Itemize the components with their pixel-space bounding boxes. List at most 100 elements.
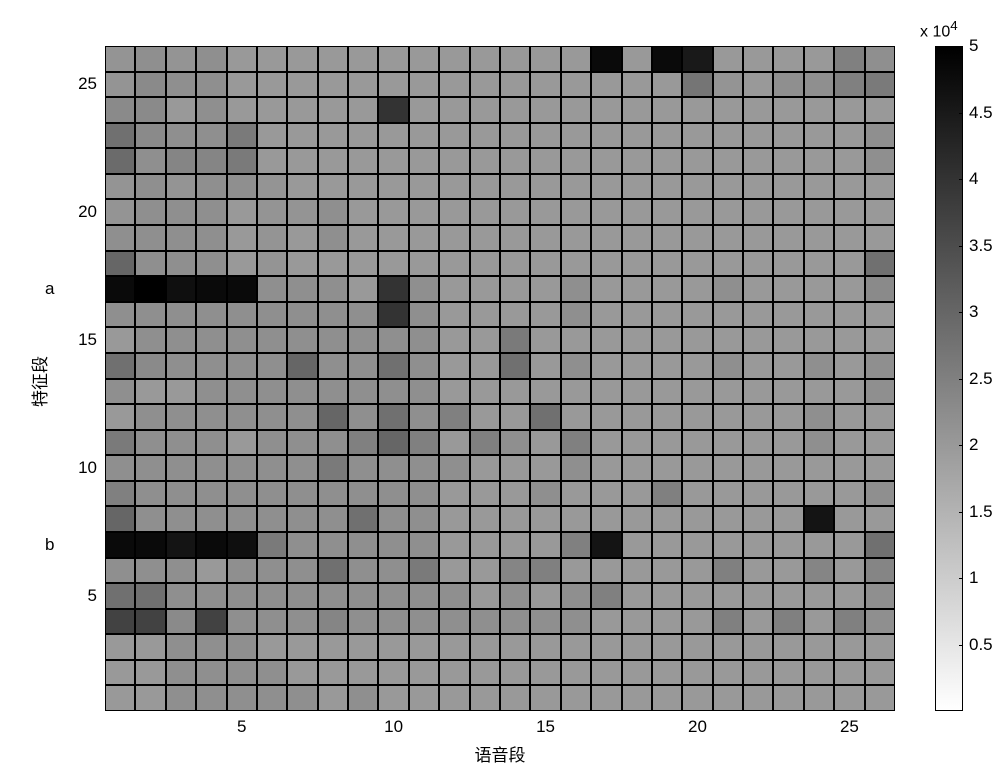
heatmap-cell (287, 506, 317, 532)
heatmap-cell (318, 225, 348, 251)
heatmap-cell (348, 225, 378, 251)
heatmap-cell (439, 276, 469, 302)
heatmap-cell (257, 72, 287, 98)
heatmap-cell (105, 506, 135, 532)
heatmap-cell (865, 532, 895, 558)
heatmap-cell (166, 455, 196, 481)
y-axis-title: 特征段 (26, 356, 51, 407)
heatmap-cell (773, 327, 803, 353)
heatmap-cell (500, 72, 530, 98)
heatmap-cell (682, 276, 712, 302)
heatmap-cell (561, 685, 591, 711)
heatmap-cell (287, 404, 317, 430)
heatmap-cell (591, 558, 621, 584)
heatmap-cell (561, 225, 591, 251)
x-axis-title: 语音段 (460, 741, 540, 766)
heatmap-cell (713, 251, 743, 277)
colorbar-tick (959, 312, 963, 313)
heatmap-cell (287, 455, 317, 481)
heatmap-cell (713, 174, 743, 200)
heatmap-cell (196, 353, 226, 379)
heatmap-cell (166, 532, 196, 558)
colorbar-exponent: x 104 (920, 18, 958, 41)
heatmap-cell (561, 558, 591, 584)
heatmap-cell (287, 123, 317, 149)
heatmap-cell (591, 634, 621, 660)
heatmap-cell (105, 123, 135, 149)
heatmap-cell (166, 276, 196, 302)
heatmap-cell (713, 455, 743, 481)
heatmap-cell (257, 532, 287, 558)
heatmap-cell (804, 506, 834, 532)
heatmap-cell (530, 72, 560, 98)
heatmap-cell (530, 225, 560, 251)
heatmap-cell (622, 685, 652, 711)
heatmap-cell (257, 583, 287, 609)
heatmap-cell (713, 404, 743, 430)
heatmap-cell (439, 174, 469, 200)
heatmap-cell (500, 276, 530, 302)
heatmap-cell (318, 123, 348, 149)
heatmap-cell (834, 634, 864, 660)
heatmap-cell (227, 148, 257, 174)
heatmap-cell (409, 481, 439, 507)
heatmap-cell (773, 72, 803, 98)
heatmap-cell (743, 379, 773, 405)
x-tick-label: 25 (834, 717, 864, 737)
heatmap-cell (227, 72, 257, 98)
heatmap-cell (470, 455, 500, 481)
heatmap-cell (682, 123, 712, 149)
heatmap-cell (196, 46, 226, 72)
heatmap-cell (318, 251, 348, 277)
heatmap-cell (530, 532, 560, 558)
heatmap-cell (257, 609, 287, 635)
heatmap-cell (865, 199, 895, 225)
heatmap-cell (378, 199, 408, 225)
heatmap-cell (773, 46, 803, 72)
heatmap-cell (682, 583, 712, 609)
heatmap-cell (865, 225, 895, 251)
heatmap-cell (166, 685, 196, 711)
heatmap-cell (105, 97, 135, 123)
heatmap-cell (804, 174, 834, 200)
heatmap-cell (622, 379, 652, 405)
colorbar-tick-label: 3.5 (969, 236, 993, 256)
x-tick-label: 5 (227, 717, 257, 737)
heatmap-cell (834, 506, 864, 532)
colorbar-tick (959, 512, 963, 513)
heatmap-cell (166, 97, 196, 123)
heatmap-cell (682, 660, 712, 686)
heatmap-cell (834, 251, 864, 277)
heatmap-cell (743, 558, 773, 584)
heatmap-cell (135, 123, 165, 149)
heatmap-cell (804, 634, 834, 660)
heatmap-cell (773, 379, 803, 405)
heatmap-cell (804, 532, 834, 558)
heatmap-cell (743, 199, 773, 225)
heatmap-cell (348, 97, 378, 123)
heatmap-cell (105, 199, 135, 225)
heatmap-cell (652, 251, 682, 277)
heatmap-cell (166, 660, 196, 686)
heatmap-cell (622, 225, 652, 251)
heatmap-cell (865, 506, 895, 532)
heatmap-cell (622, 634, 652, 660)
heatmap-cell (591, 276, 621, 302)
heatmap-cell (500, 225, 530, 251)
heatmap-cell (591, 46, 621, 72)
heatmap-cell (166, 353, 196, 379)
heatmap-cell (409, 583, 439, 609)
heatmap-cell (318, 481, 348, 507)
heatmap-cell (773, 276, 803, 302)
heatmap-cell (591, 404, 621, 430)
heatmap-cell (378, 97, 408, 123)
heatmap-cell (773, 353, 803, 379)
heatmap-cell (348, 353, 378, 379)
heatmap-cell (713, 583, 743, 609)
heatmap-cell (378, 583, 408, 609)
heatmap-cell (227, 379, 257, 405)
heatmap-cell (834, 455, 864, 481)
heatmap-cell (257, 123, 287, 149)
heatmap-cell (804, 97, 834, 123)
heatmap-cell (561, 404, 591, 430)
